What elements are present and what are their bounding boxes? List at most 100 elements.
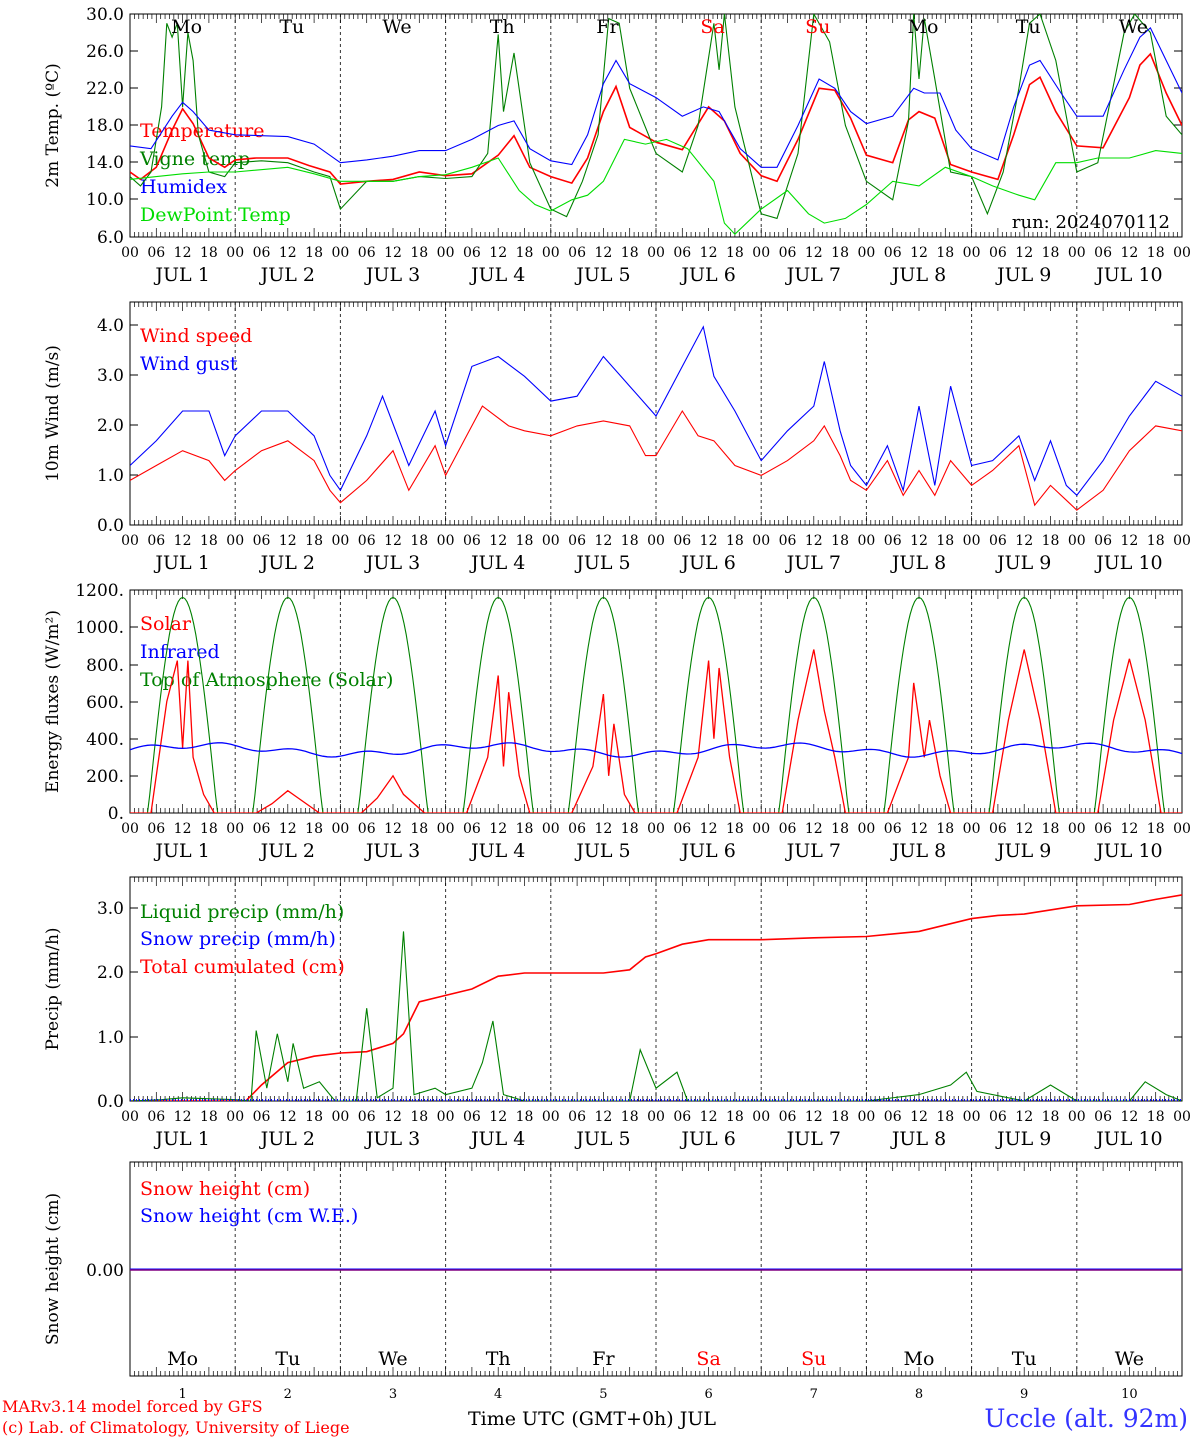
hour-tick-label: 00 [437,533,455,549]
day-number: 9 [1020,1387,1028,1402]
y-tick-label: 6.0 [97,228,124,248]
hour-tick-label: 18 [516,1109,534,1125]
day-number: 8 [915,1387,923,1402]
hour-tick-label: 00 [437,1109,455,1125]
hour-tick-label: 00 [963,821,981,837]
y-tick-label: 0.0 [97,1092,124,1112]
hour-tick-label: 06 [463,1109,481,1125]
hour-tick-label: 18 [410,1109,428,1125]
day-abbrev: Tu [275,1348,300,1370]
y-tick-label: 0.0 [97,516,124,536]
y-axis-label: Precip (mm/h) [43,927,63,1050]
date-label: JUL 6 [679,552,735,574]
y-axis-label: 10m Wind (m/s) [43,345,63,482]
series-line-dewpoint-temp [130,138,1182,235]
hour-tick-label: 18 [831,245,849,261]
date-label: JUL 10 [1094,264,1162,286]
date-label: JUL 2 [259,264,315,286]
hour-tick-label: 00 [542,245,560,261]
date-label: JUL 7 [785,264,841,286]
day-number: 6 [704,1387,712,1402]
hour-tick-label: 00 [437,821,455,837]
y-tick-label: 30.0 [86,5,124,25]
hour-tick-label: 18 [726,245,744,261]
y-tick-label: 22.0 [86,79,124,99]
hour-tick-label: 12 [1015,821,1033,837]
hour-tick-label: 12 [384,245,402,261]
y-tick-label: 2.0 [97,416,124,436]
hour-tick-label: 18 [831,821,849,837]
hour-tick-label: 18 [831,533,849,549]
hour-tick-label: 06 [358,245,376,261]
hour-tick-label: 06 [884,533,902,549]
y-tick-label: 1.0 [97,1028,124,1048]
date-label: JUL 4 [469,1128,525,1150]
x-axis-label: Time UTC (GMT+0h) JUL [468,1408,716,1430]
y-tick-label: 10.0 [86,190,124,210]
day-abbrev: Fr [592,1348,615,1370]
hour-tick-label: 00 [331,533,349,549]
panel-2: 4.0 3.0 2.0 1.0 0.0 10m Wind (m/s) 00 06 12 18 JUL… [43,301,1191,574]
series-line-solar [130,649,1182,813]
panel-3: 1200. 1000. 800. 600. 400. 200. 0. Energy fluxe… [43,581,1191,862]
series-line-vigne-temp [130,14,1182,220]
hour-tick-label: 06 [253,533,271,549]
hour-tick-label: 18 [305,245,323,261]
footer: MARv3.14 model forced by GFS (c) Lab. of … [2,1397,1188,1437]
legend-entry: Solar [140,613,192,635]
day-abbrev: Mo [167,1348,198,1370]
date-label: JUL 6 [679,264,735,286]
date-label: JUL 4 [469,552,525,574]
legend-entry: Temperature [140,120,264,142]
hour-tick-label: 00 [226,1109,244,1125]
hour-tick-label: 06 [779,533,797,549]
hour-tick-label: 18 [621,533,639,549]
day-abbrev-bottom: Mo 1 Tu 2 We 3 Th 4 Fr 5 Sa 6 Su 7 Mo 8 Tu 9 We 10 [167,1348,1144,1402]
legend-entry: Wind gust [140,353,238,375]
date-label: JUL 3 [364,840,420,862]
hour-tick-label: 06 [989,1109,1007,1125]
day-abbrev: Mo [904,1348,935,1370]
hour-tick-label: 18 [621,245,639,261]
date-label: JUL 10 [1094,1128,1162,1150]
hour-tick-label: 06 [147,245,165,261]
hour-tick-label: 00 [1173,245,1191,261]
date-label: JUL 4 [469,264,525,286]
date-label: JUL 5 [574,552,630,574]
hour-tick-label: 06 [358,533,376,549]
hour-tick-label: 12 [279,821,297,837]
day-abbrev: Th [490,16,515,38]
hour-tick-label: 00 [1173,533,1191,549]
date-label: JUL 3 [364,552,420,574]
hour-tick-label: 06 [147,1109,165,1125]
hour-tick-label: 06 [989,245,1007,261]
hour-tick-label: 12 [805,245,823,261]
hour-tick-label: 12 [279,1109,297,1125]
hour-tick-label: 18 [305,533,323,549]
date-label: JUL 6 [679,840,735,862]
hour-tick-label: 06 [253,245,271,261]
series-line-humidex [130,27,1182,168]
hour-tick-label: 12 [489,1109,507,1125]
hour-tick-label: 00 [647,1109,665,1125]
y-tick-label: 1000. [75,618,124,638]
hour-tick-label: 18 [1042,821,1060,837]
day-abbrev: Th [486,1348,511,1370]
hour-tick-label: 18 [831,1109,849,1125]
series-line-liquid-precip-mm-h- [130,931,1182,1101]
hour-tick-label: 00 [1068,821,1086,837]
hour-tick-label: 00 [1173,1109,1191,1125]
date-label: JUL 5 [574,840,630,862]
hour-tick-label: 06 [147,533,165,549]
hour-tick-label: 00 [1068,533,1086,549]
legend-entry: Infrared [140,641,220,663]
legend-entry: Snow height (cm W.E.) [140,1205,358,1227]
station-label: Uccle (alt. 92m) [984,1404,1188,1433]
hour-tick-label: 00 [121,1109,139,1125]
day-number: 7 [810,1387,818,1402]
hour-tick-label: 18 [305,821,323,837]
hour-tick-label: 12 [910,533,928,549]
hour-tick-label: 00 [857,533,875,549]
hour-tick-label: 12 [700,1109,718,1125]
